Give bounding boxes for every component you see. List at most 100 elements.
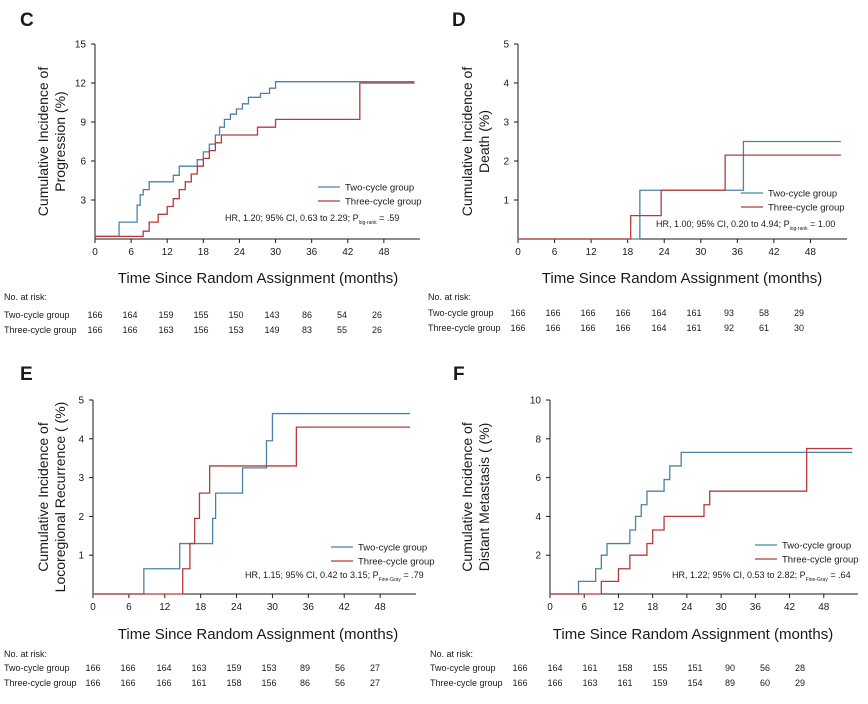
risk-count: 28: [795, 663, 805, 673]
risk-count: 166: [510, 323, 525, 333]
x-tick-label: 12: [586, 247, 598, 258]
legend-label: Three-cycle group: [782, 555, 859, 566]
x-tick-label: 30: [716, 602, 728, 613]
x-tick-label: 42: [342, 247, 354, 258]
y-tick-label: 1: [78, 551, 84, 562]
risk-count: 161: [686, 323, 701, 333]
x-tick-label: 18: [622, 247, 634, 258]
panel-letter: C: [20, 10, 34, 31]
x-tick-label: 18: [198, 247, 210, 258]
two-cycle-curve: [95, 81, 414, 238]
risk-count: 166: [85, 663, 100, 673]
risk-count: 166: [615, 323, 630, 333]
hr-subscript: Fine-Gray: [806, 577, 829, 583]
y-tick-label: 2: [78, 512, 84, 523]
panel-letter: F: [453, 364, 465, 385]
risk-row-label: Two-cycle group: [4, 310, 70, 320]
two-cycle-curve: [550, 451, 853, 595]
x-tick-label: 42: [339, 602, 351, 613]
y-tick-label: 8: [535, 434, 541, 445]
risk-count: 27: [370, 678, 380, 688]
risk-count: 159: [652, 678, 667, 688]
risk-count: 158: [617, 663, 632, 673]
three-cycle-curve: [518, 154, 841, 240]
risk-count: 164: [122, 310, 137, 320]
risk-count: 61: [759, 323, 769, 333]
y-axis-title: Cumulative Incidence ofLocoregional Recu…: [35, 402, 68, 593]
risk-count: 54: [337, 310, 347, 320]
hr-annotation: HR, 1.00; 95% CI, 0.20 to 4.94; Plog-ran…: [656, 219, 835, 232]
x-tick-label: 30: [695, 247, 707, 258]
hr-subscript: log-rank: [359, 220, 378, 226]
y-axis-title-line: Distant Metastasis ( (%): [476, 423, 492, 572]
risk-count: 55: [337, 325, 347, 335]
risk-row-label: Two-cycle group: [4, 663, 70, 673]
x-tick-label: 30: [270, 247, 282, 258]
hr-pvalue: = .59: [377, 213, 400, 223]
x-tick-label: 24: [231, 602, 243, 613]
y-tick-label: 4: [503, 79, 509, 90]
risk-row-label: Two-cycle group: [428, 308, 494, 318]
hr-main: HR, 1.22; 95% CI, 0.53 to 2.82; P: [672, 570, 806, 580]
x-tick-label: 12: [159, 602, 171, 613]
risk-count: 166: [510, 308, 525, 318]
risk-count: 163: [158, 325, 173, 335]
x-tick-label: 24: [659, 247, 671, 258]
y-tick-label: 15: [75, 40, 87, 51]
risk-table-title: No. at risk:: [430, 649, 473, 659]
risk-count: 26: [372, 310, 382, 320]
y-tick-label: 4: [535, 512, 541, 523]
risk-count: 30: [794, 323, 804, 333]
two-cycle-curve: [518, 140, 841, 240]
y-axis-title-line: Progression (%): [52, 91, 68, 191]
risk-count: 27: [370, 663, 380, 673]
risk-count: 26: [372, 325, 382, 335]
risk-count: 164: [651, 323, 666, 333]
hr-annotation: HR, 1.15; 95% CI, 0.42 to 3.15; PFine-Gr…: [245, 570, 424, 583]
x-tick-label: 18: [195, 602, 207, 613]
three-cycle-curve: [93, 426, 411, 595]
risk-count: 56: [760, 663, 770, 673]
risk-count: 166: [87, 325, 102, 335]
three-cycle-curve: [95, 81, 415, 238]
x-tick-label: 42: [768, 247, 780, 258]
risk-count: 86: [300, 678, 310, 688]
two-cycle-curve: [93, 412, 411, 595]
y-tick-label: 9: [80, 118, 86, 129]
risk-count: 166: [580, 323, 595, 333]
risk-count: 56: [335, 678, 345, 688]
x-tick-label: 36: [303, 602, 315, 613]
risk-count: 166: [580, 308, 595, 318]
x-tick-label: 6: [552, 247, 558, 258]
legend-label: Three-cycle group: [358, 557, 435, 568]
risk-count: 161: [617, 678, 632, 688]
risk-count: 29: [795, 678, 805, 688]
risk-count: 86: [302, 310, 312, 320]
legend-label: Two-cycle group: [345, 183, 414, 194]
x-tick-label: 6: [128, 247, 134, 258]
hr-subscript: Fine-Gray: [379, 577, 402, 583]
risk-count: 150: [228, 310, 243, 320]
risk-count: 166: [512, 663, 527, 673]
risk-count: 166: [545, 308, 560, 318]
x-tick-label: 6: [126, 602, 132, 613]
x-tick-label: 18: [647, 602, 659, 613]
risk-count: 163: [191, 663, 206, 673]
y-axis-title-line: Cumulative Incidence of: [35, 422, 51, 572]
risk-count: 164: [547, 663, 562, 673]
x-tick-label: 6: [581, 602, 587, 613]
risk-count: 83: [302, 325, 312, 335]
risk-count: 155: [652, 663, 667, 673]
legend-label: Two-cycle group: [358, 543, 427, 554]
x-tick-label: 12: [613, 602, 625, 613]
x-tick-label: 48: [805, 247, 817, 258]
y-axis-title-line: Cumulative Incidence of: [459, 67, 475, 217]
x-tick-label: 0: [90, 602, 96, 613]
risk-count: 153: [228, 325, 243, 335]
risk-row-label: Three-cycle group: [4, 678, 77, 688]
risk-count: 159: [226, 663, 241, 673]
y-tick-label: 2: [535, 551, 541, 562]
legend-label: Two-cycle group: [782, 541, 851, 552]
risk-count: 56: [335, 663, 345, 673]
risk-row-label: Two-cycle group: [430, 663, 496, 673]
